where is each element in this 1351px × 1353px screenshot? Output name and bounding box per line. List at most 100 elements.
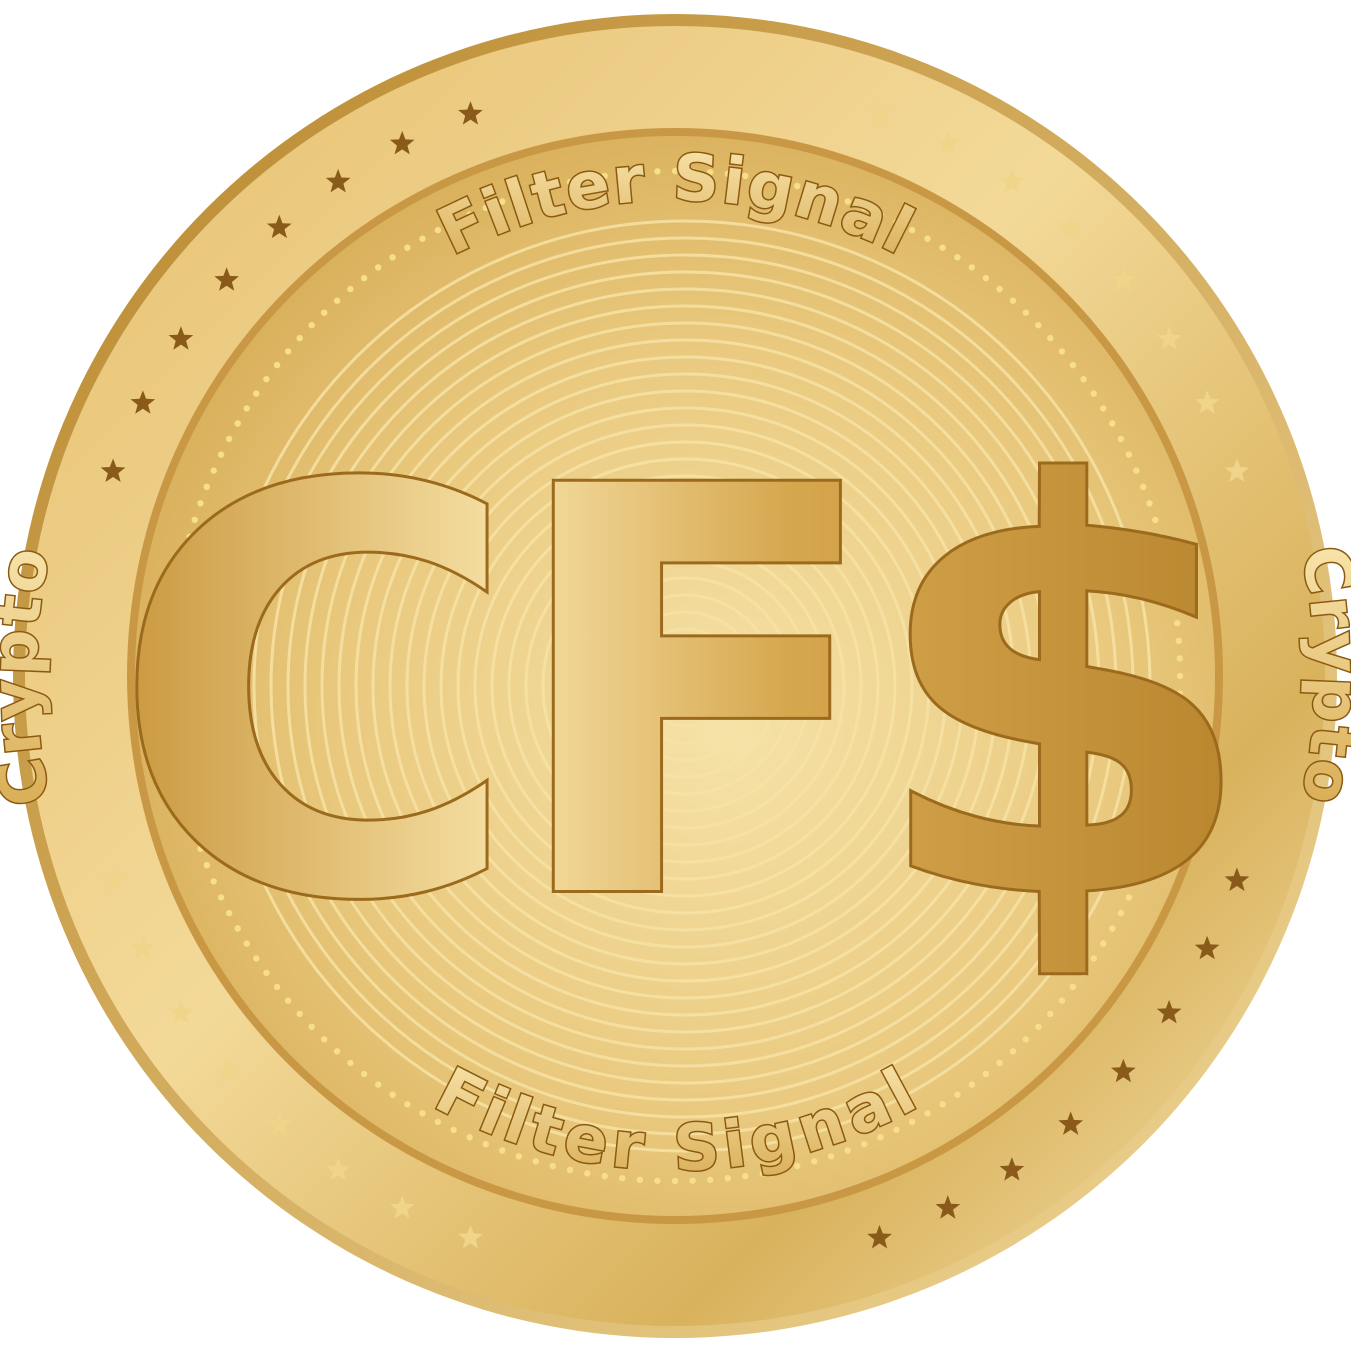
ring-dot — [671, 1177, 679, 1185]
ring-dot — [844, 1147, 851, 1154]
ring-dot — [174, 760, 181, 767]
ring-dot — [1109, 420, 1116, 427]
ring-dot — [1161, 795, 1169, 802]
ring-dot — [1146, 500, 1153, 507]
ring-dot — [482, 204, 489, 211]
ring-dot — [1157, 812, 1164, 819]
ring-dot — [1140, 483, 1147, 490]
ring-dot — [1133, 467, 1140, 474]
groove-ring — [507, 508, 863, 864]
ring-dot — [939, 1101, 946, 1108]
groove-ring — [235, 236, 1135, 1136]
groove-ring — [558, 559, 812, 813]
ring-dot — [1035, 322, 1042, 329]
groove-ring — [252, 253, 1118, 1119]
groove-ring — [303, 304, 1067, 1068]
groove-ring — [592, 593, 778, 779]
ring-dot — [1165, 567, 1173, 575]
ring-dot — [996, 1059, 1003, 1067]
star-icon — [130, 935, 156, 960]
ring-dot — [1109, 925, 1116, 932]
ring-dot — [217, 451, 225, 458]
groove-ring — [490, 491, 880, 881]
groove-ring — [286, 287, 1084, 1085]
star-icon — [999, 168, 1025, 193]
ring-dot — [1069, 983, 1077, 991]
monogram-cfs: CF$ — [110, 371, 1239, 1023]
ring-dot — [321, 309, 328, 316]
ring-dot — [296, 334, 303, 342]
ring-dot — [168, 708, 175, 715]
ring-dot — [171, 602, 179, 609]
ring-dot — [759, 1170, 766, 1177]
ring-dot — [253, 390, 260, 397]
star-icon — [935, 130, 961, 155]
ring-dot — [954, 254, 961, 261]
groove-ring — [643, 644, 727, 728]
star-icon — [214, 1058, 239, 1083]
ring-dot — [404, 244, 411, 251]
ring-dot — [308, 1023, 315, 1030]
ring-dot — [1090, 390, 1097, 397]
ring-dot — [1117, 435, 1125, 443]
groove-ring — [456, 457, 914, 915]
ring-dot — [169, 620, 176, 627]
ring-dot — [234, 925, 241, 932]
ring-dot — [893, 1126, 900, 1134]
ring-dot — [169, 725, 176, 732]
groove-ring — [422, 423, 948, 949]
ring-dot — [893, 218, 900, 226]
ring-dot — [174, 585, 181, 592]
ring-dot — [181, 795, 189, 802]
ring-dot — [827, 192, 835, 199]
ring-dot — [450, 1126, 457, 1134]
ring-dot — [515, 192, 523, 199]
star-icon — [1194, 390, 1220, 414]
dotted-ring — [166, 167, 1184, 1185]
ring-dot — [1176, 672, 1184, 680]
ring-dot — [742, 172, 749, 180]
ring-dot — [191, 516, 198, 524]
ring-dot — [181, 550, 189, 557]
ring-dot — [742, 1172, 749, 1180]
ring-dot — [861, 1141, 868, 1148]
star-icon — [1156, 326, 1182, 350]
star-icon — [168, 326, 194, 350]
ring-dot — [375, 1081, 382, 1088]
ring-dot — [724, 170, 731, 177]
ring-dot — [225, 435, 233, 443]
ring-dot — [654, 1177, 661, 1184]
ring-dot — [1171, 602, 1179, 609]
ring-dot — [924, 1110, 931, 1117]
ring-dot — [389, 254, 396, 261]
ring-dot — [404, 1101, 411, 1108]
ring-dot — [253, 955, 260, 962]
ring-dot — [197, 500, 204, 507]
ring-dot — [532, 187, 539, 194]
ring-dot — [1174, 725, 1181, 732]
ring-dot — [861, 204, 868, 211]
ring-dot — [167, 655, 174, 662]
star-icon — [325, 1157, 351, 1181]
ring-dot — [263, 376, 270, 383]
ring-dot — [1176, 655, 1183, 662]
ring-dot — [186, 812, 193, 819]
ring-dot — [1140, 862, 1147, 869]
groove-ring — [524, 525, 846, 847]
ring-dot — [549, 1162, 556, 1170]
ring-dot — [954, 1091, 961, 1098]
star-icon — [867, 1224, 892, 1249]
ring-dot — [776, 1166, 784, 1174]
ring-dot — [654, 168, 661, 175]
ring-dot — [1022, 1036, 1029, 1043]
ring-dot — [1058, 348, 1066, 355]
ring-dot — [284, 997, 292, 1004]
ring-dot — [689, 168, 696, 175]
groove-ring — [218, 219, 1152, 1153]
ring-dot — [171, 743, 179, 750]
ring-dot — [549, 182, 556, 190]
ring-dot — [419, 235, 426, 242]
ring-dot — [1175, 708, 1183, 715]
ring-dot — [844, 198, 851, 205]
ring-dot — [197, 845, 204, 852]
